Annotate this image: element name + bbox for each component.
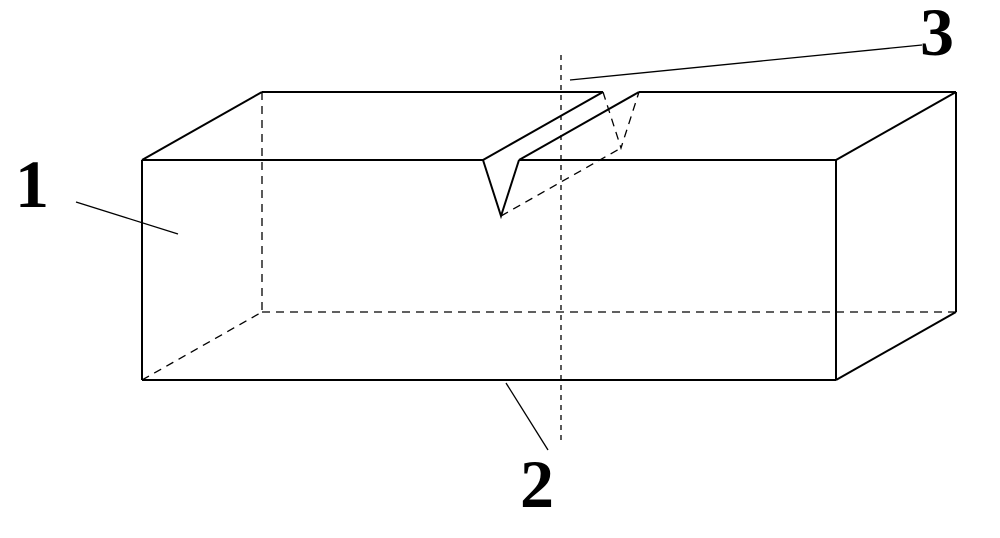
- callout-label-2: 2: [520, 450, 554, 518]
- edge-right-bottom-depth: [836, 312, 956, 380]
- edge-top-right-depth: [836, 92, 956, 160]
- callout-line-1: [76, 202, 178, 234]
- callout-line-3: [570, 45, 922, 80]
- callout-line-2: [506, 383, 548, 450]
- diagram-canvas: [0, 0, 1000, 538]
- notch-back-v: [603, 92, 639, 148]
- callout-label-1: 1: [15, 150, 49, 218]
- notch-left-top-depth: [483, 92, 603, 160]
- edge-top-left-depth: [142, 92, 262, 160]
- edge-hidden-left-depth: [142, 312, 262, 380]
- callout-label-3: 3: [920, 0, 954, 66]
- notch-front-v: [483, 160, 519, 216]
